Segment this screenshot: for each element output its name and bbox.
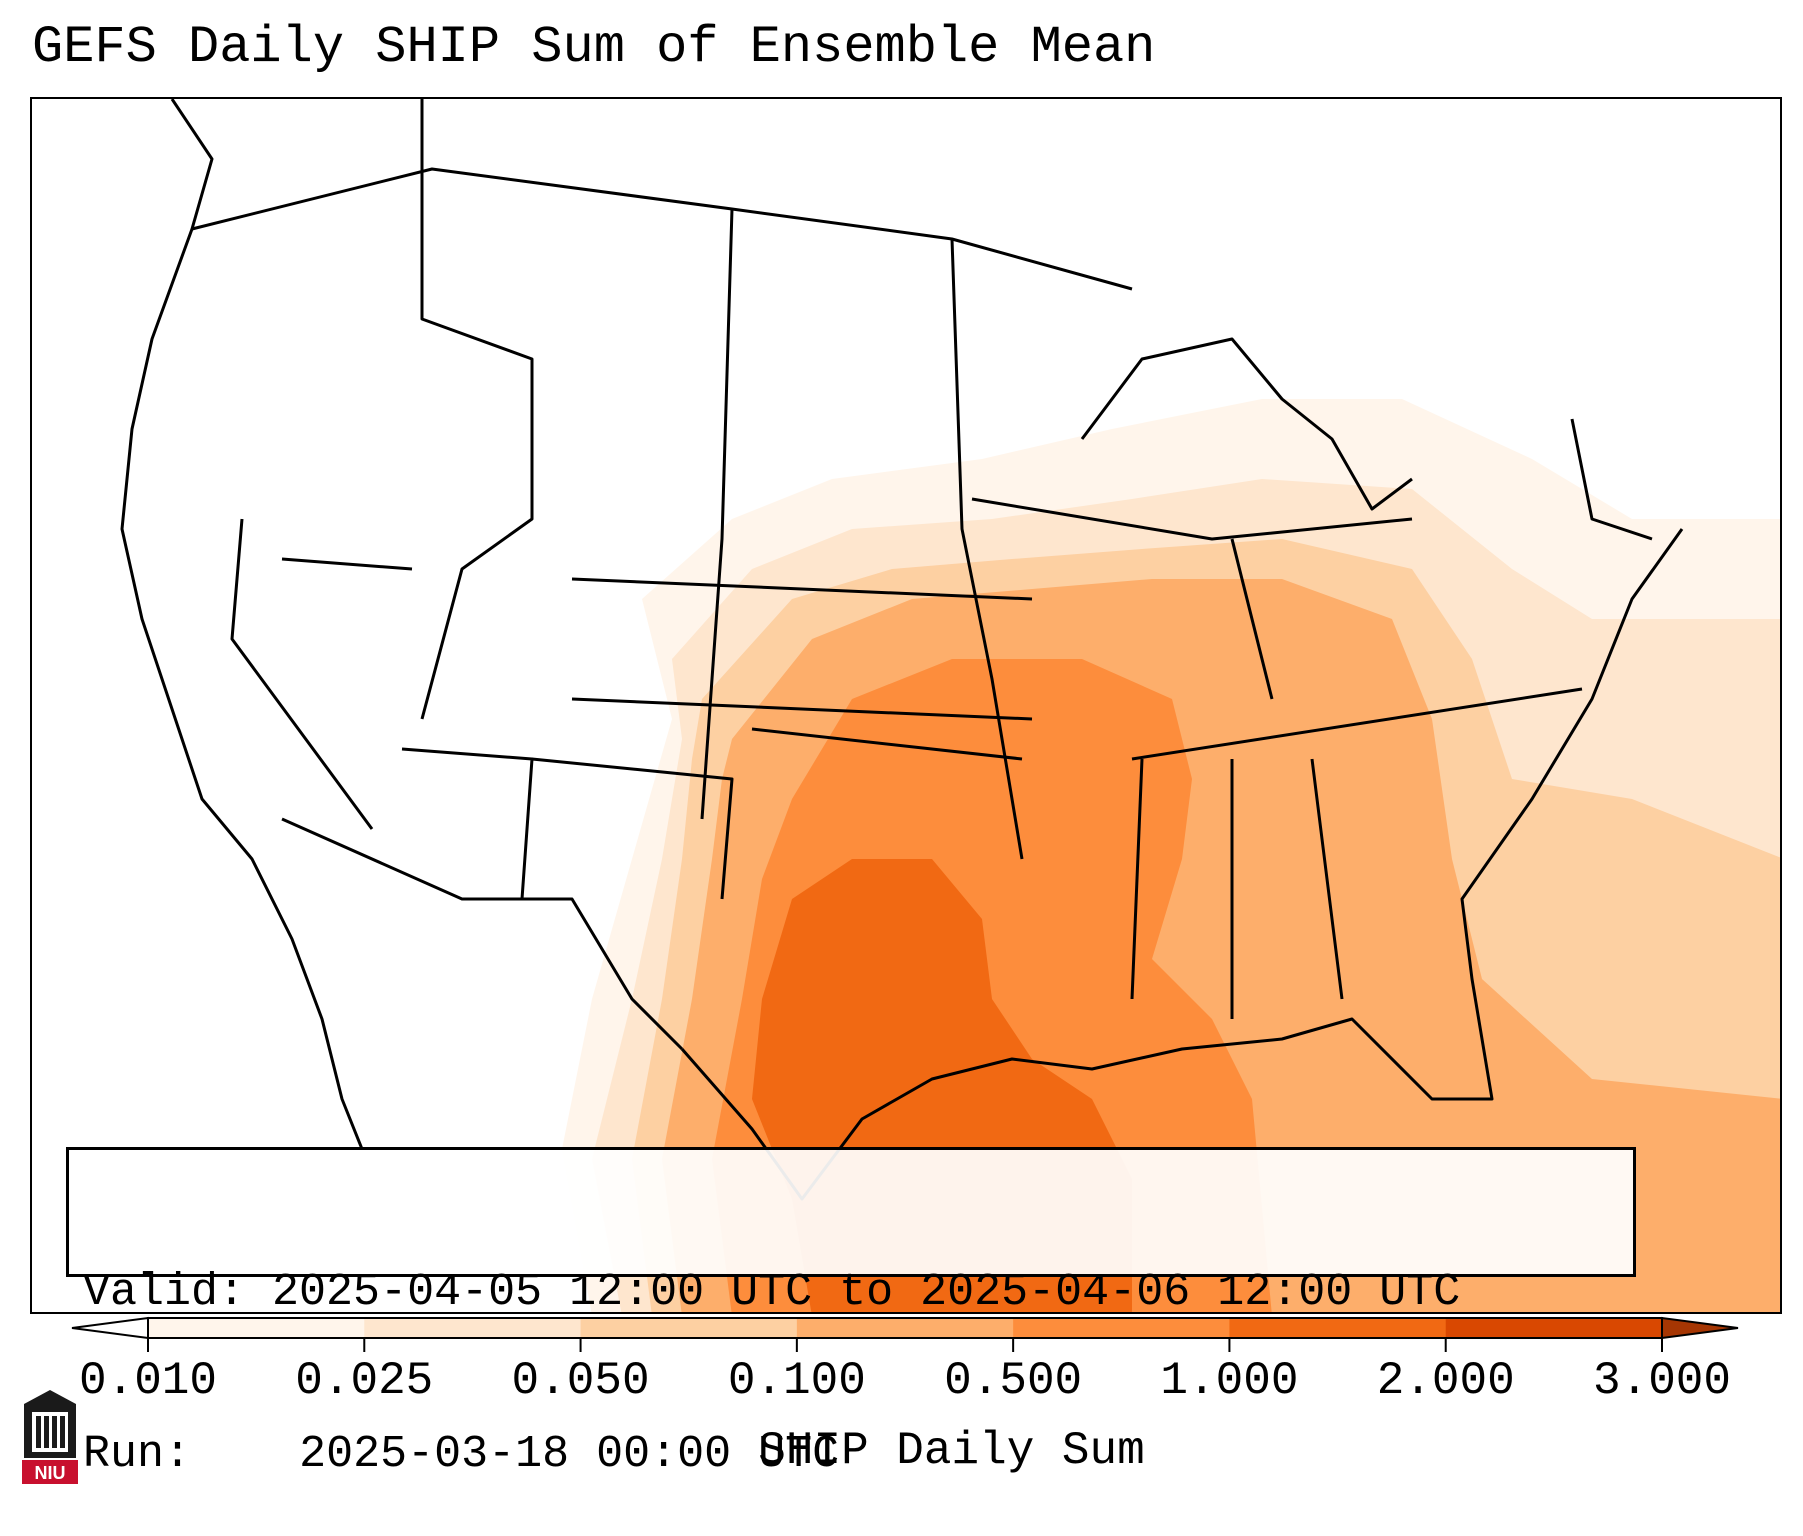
colorbar-segment — [1445, 1318, 1663, 1338]
state-line-rockies — [420, 99, 534, 720]
colorbar-segment — [148, 1318, 365, 1338]
run-label: Run: — [83, 1429, 192, 1480]
valid-value: 2025-04-05 12:00 UTC to 2025-04-06 12:00… — [272, 1267, 1461, 1318]
state-line-georgia — [1310, 758, 1344, 1000]
colorbar — [71, 1316, 1739, 1352]
boundaries — [120, 99, 1684, 1201]
state-line-kansas-south — [571, 697, 1033, 721]
state-line-newmexico — [531, 757, 734, 900]
niu-logo-text: NIU — [35, 1463, 66, 1483]
state-line-utah — [281, 557, 413, 571]
west-coast-line — [120, 99, 364, 1150]
colorbar-segment — [1013, 1318, 1230, 1338]
colorbar-tick-label: 2.000 — [1376, 1355, 1515, 1407]
colorbar-segment — [364, 1318, 582, 1338]
state-line-california-nevada — [230, 518, 374, 830]
colorbar-extend-high — [1661, 1316, 1739, 1340]
state-line-ohio — [1230, 538, 1274, 700]
colorbar-tick-label: 0.010 — [78, 1355, 218, 1407]
state-line-tennessee — [1131, 687, 1583, 761]
mexico-border-line — [281, 817, 684, 1051]
state-line-mississippi — [1130, 758, 1144, 1000]
canada-border-line — [191, 167, 1133, 291]
colorbar-tick-label: 0.100 — [727, 1355, 866, 1407]
colorbar-tick-label: 0.025 — [295, 1355, 434, 1407]
niu-logo-icon: NIU — [22, 1390, 78, 1484]
state-line-arizona — [401, 747, 534, 900]
state-line-plains-east — [950, 238, 1024, 860]
run-value: 2025-03-18 00:00 UTC — [299, 1429, 840, 1480]
colorbar-segment — [1229, 1318, 1447, 1338]
colorbar-extend-low — [71, 1316, 149, 1340]
valid-line: Valid: 2025-04-05 12:00 UTC to 2025-04-0… — [83, 1266, 1633, 1320]
state-line-midwest — [971, 497, 1413, 541]
state-line-oklahoma — [751, 727, 1023, 761]
state-line-kansas-north — [571, 577, 1033, 601]
valid-label: Valid: — [83, 1267, 246, 1318]
great-lakes-line — [1080, 337, 1413, 511]
valid-run-box: Valid: 2025-04-05 12:00 UTC to 2025-04-0… — [66, 1147, 1636, 1480]
colorbar-segment — [580, 1318, 798, 1338]
colorbar-border — [147, 1317, 1663, 1339]
map-canvas — [120, 99, 1780, 1312]
colorbar-tick-label: 0.050 — [511, 1355, 650, 1407]
map-title: GEFS Daily SHIP Sum of Ensemble Mean — [32, 18, 1156, 77]
colorbar-label: SHIP Daily Sum — [758, 1425, 1145, 1477]
gulf-coast-line — [680, 528, 1684, 1201]
map-panel — [30, 97, 1782, 1314]
state-line-plains-west — [700, 208, 734, 820]
state-line-northeast — [1570, 418, 1653, 541]
colorbar-segment — [796, 1318, 1014, 1338]
colorbar-tick-label: 3.000 — [1592, 1355, 1732, 1407]
ship-shading — [562, 399, 1780, 1312]
run-line: Run: 2025-03-18 00:00 UTC — [83, 1428, 1633, 1482]
colorbar-tick-label: 0.500 — [944, 1355, 1083, 1407]
colorbar-tick-label: 1.000 — [1160, 1355, 1299, 1407]
